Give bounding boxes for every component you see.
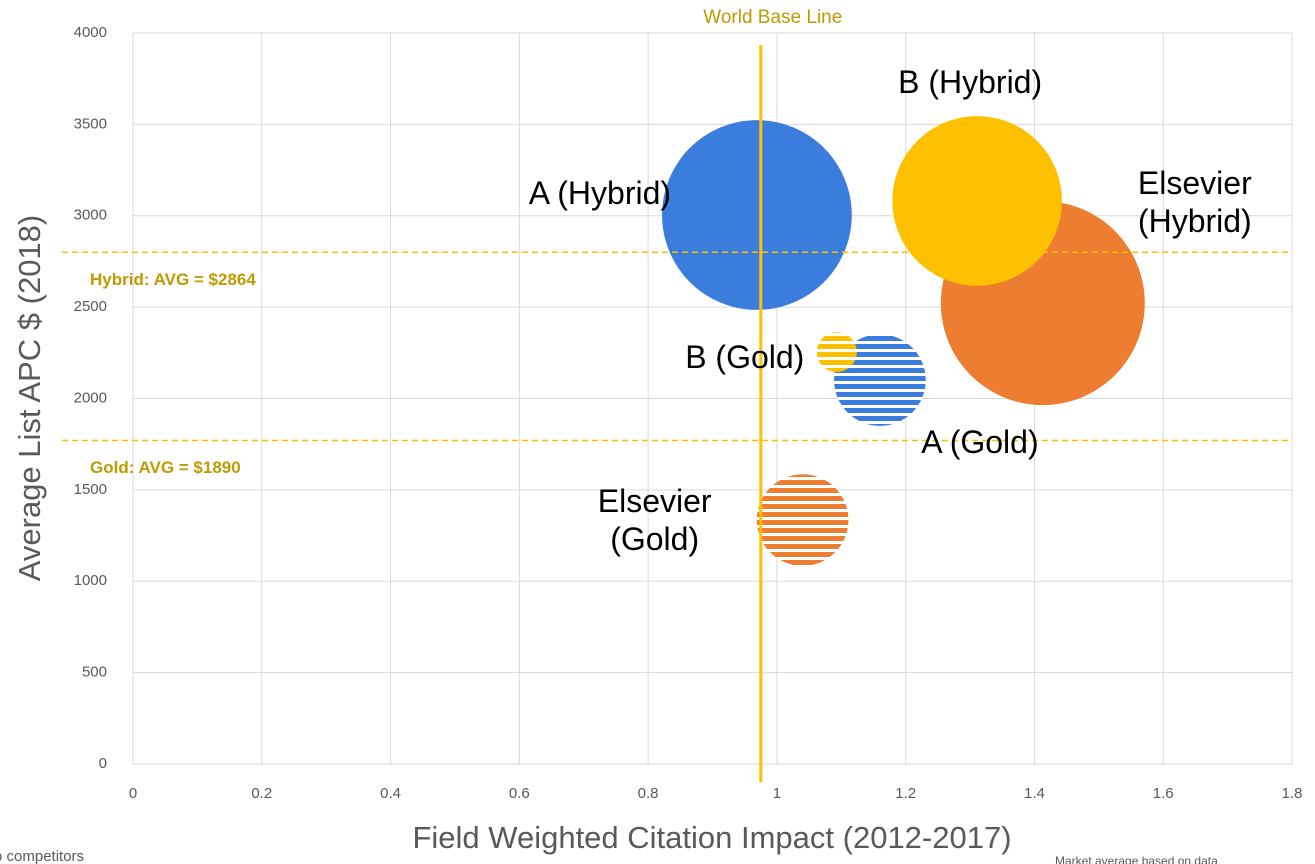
y-tick-label: 3000 [74,207,107,224]
bubble-label: Elsevier (Gold) [597,483,712,558]
y-tick-label: 500 [82,664,107,681]
x-tick-label: 1.8 [1282,785,1303,802]
y-tick-label: 4000 [74,24,107,41]
x-tick-label: 0.4 [380,785,401,802]
reference-label: Gold: AVG = $1890 [90,458,241,477]
bubble [662,120,852,310]
bubble [756,474,849,566]
x-tick-label: 0 [129,785,137,802]
bubble [816,332,857,373]
bubble [834,334,926,426]
x-tick-label: 0.2 [251,785,272,802]
bubble-label: B (Hybrid) [898,63,1043,100]
bubble-label: A (Hybrid) [528,175,672,212]
y-tick-label: 0 [99,755,107,772]
y-tick-label: 2000 [74,389,107,406]
bubble-label: Elsevier (Hybrid) [1137,165,1252,240]
x-tick-label: 0.6 [509,785,530,802]
x-tick-label: 1.4 [1024,785,1045,802]
bubble-label: B (Gold) [685,339,805,376]
world-base-line-label: World Base Line [703,7,842,28]
y-axis-title: Average List APC $ (2018) [12,215,47,581]
x-tick-label: 1.2 [895,785,916,802]
x-tick-label: 0.8 [638,785,659,802]
y-tick-label: 3500 [74,115,107,132]
y-tick-label: 1500 [74,481,107,498]
x-axis-title: Field Weighted Citation Impact (2012-201… [412,820,1011,855]
reference-label: Hybrid: AVG = $2864 [90,270,256,289]
bubble-label: A (Gold) [921,424,1039,461]
y-tick-label: 2500 [74,298,107,315]
footnote: o competitors [0,848,84,864]
footnote: Market average based on data [1055,854,1218,864]
bubble [892,116,1062,286]
x-tick-label: 1.6 [1153,785,1174,802]
x-tick-label: 1 [773,785,781,802]
y-tick-label: 1000 [74,572,107,589]
